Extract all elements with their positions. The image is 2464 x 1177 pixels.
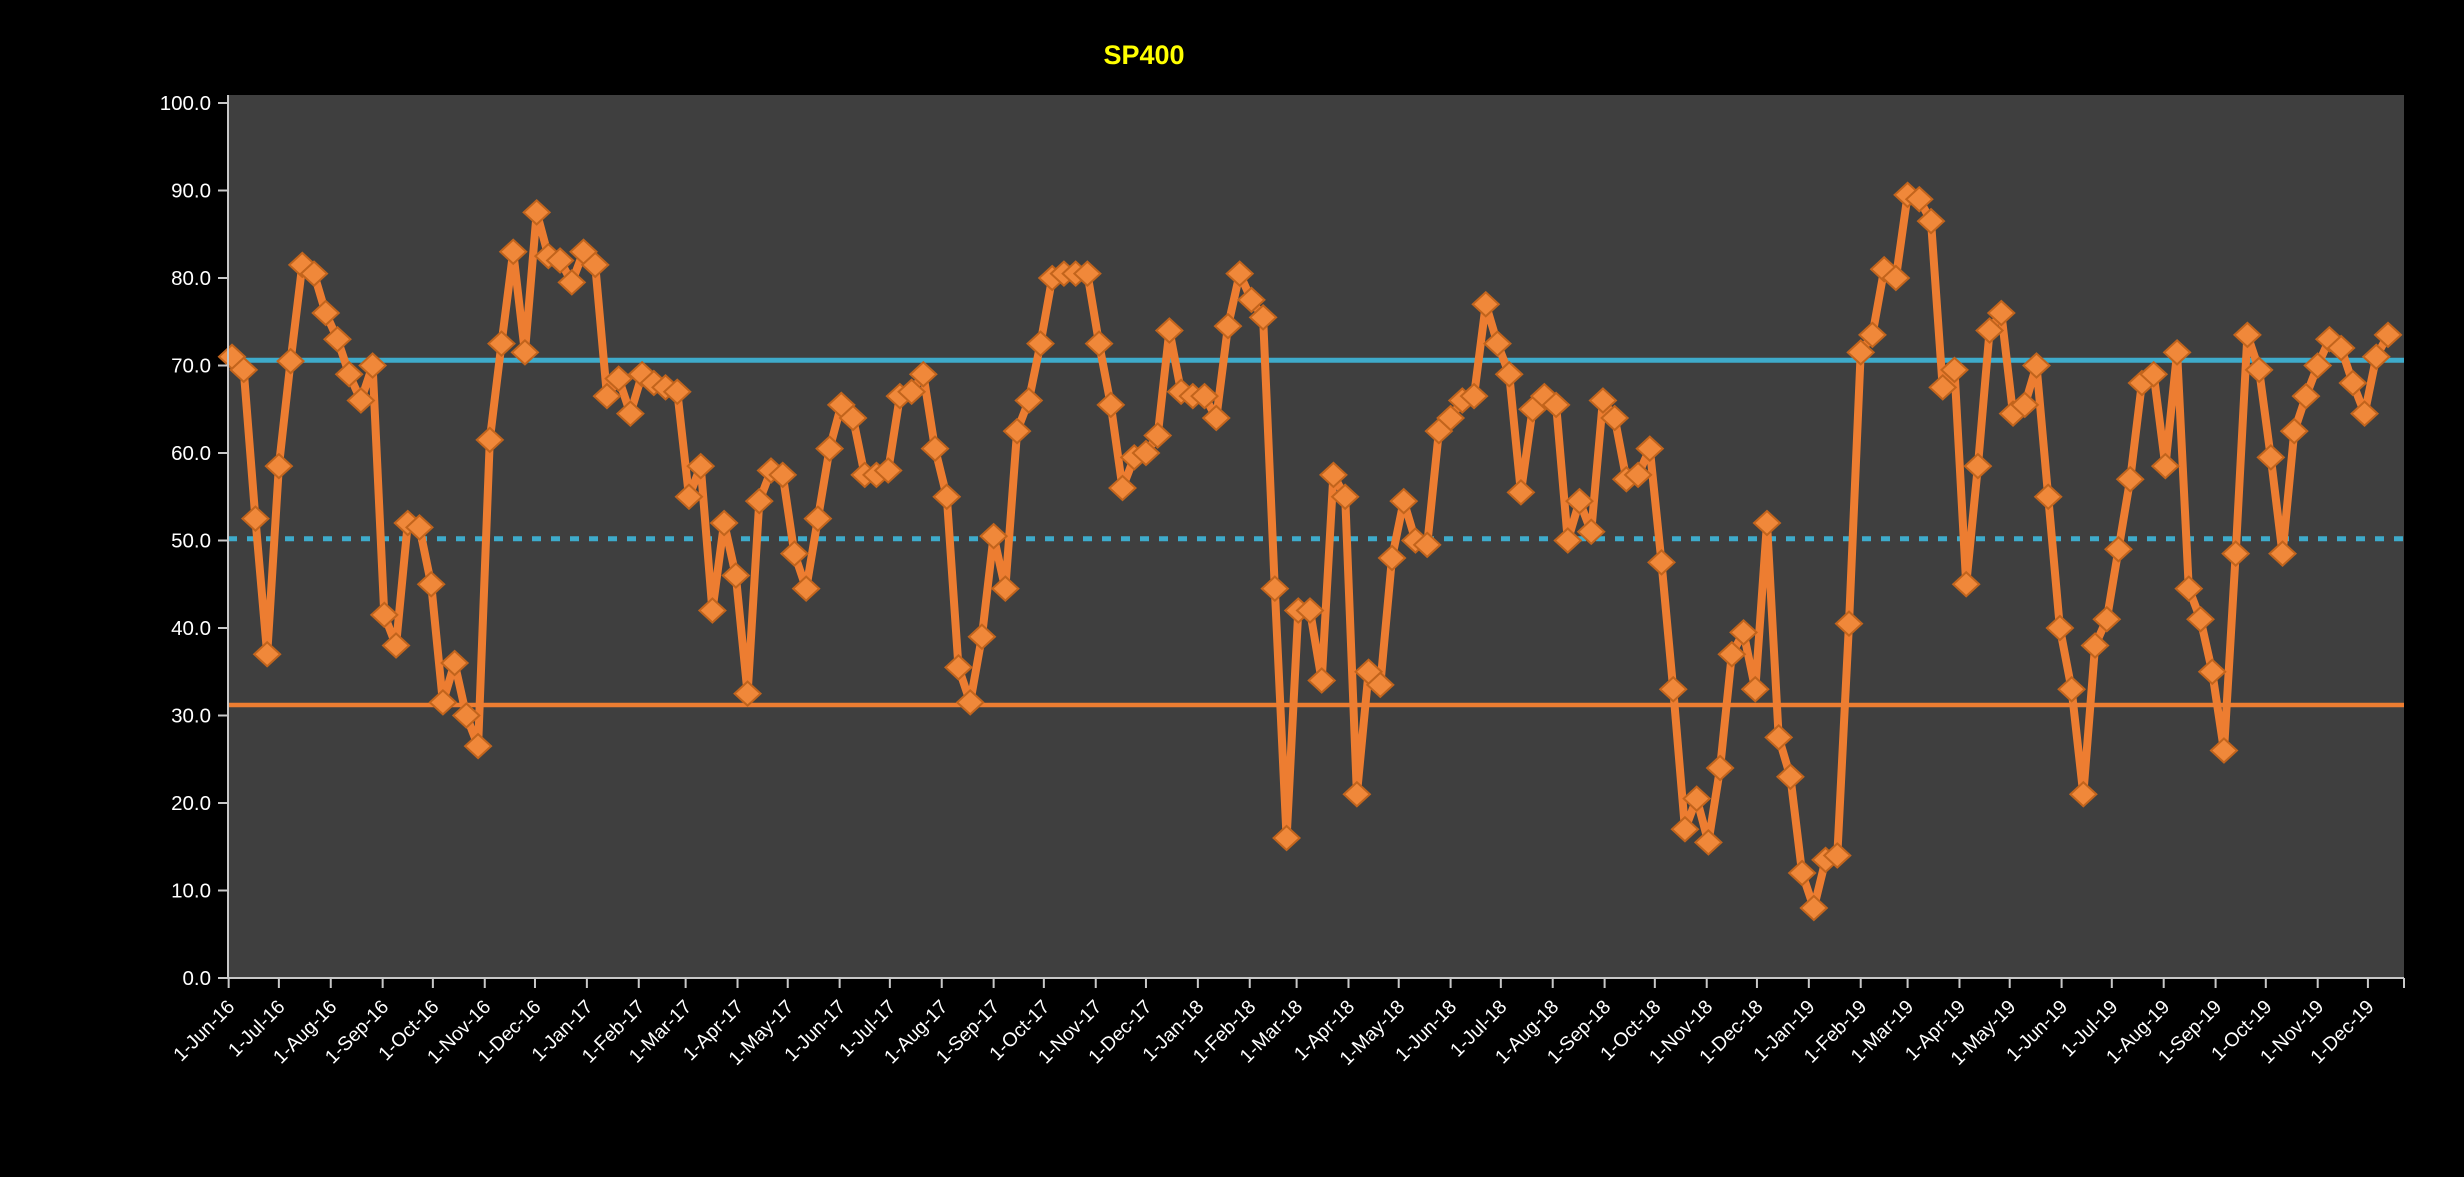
y-tick-label: 100.0 bbox=[160, 92, 211, 115]
y-tick-label: 90.0 bbox=[171, 180, 211, 203]
y-axis: 0.0 10.0 20.0 30.0 40.0 50.0 60.0 70.0 80.0 90.0 1… bbox=[160, 92, 229, 990]
y-tick-label: 30.0 bbox=[171, 705, 211, 728]
y-tick-label: 0.0 bbox=[183, 967, 212, 990]
x-axis: 1-Jun-161-Jul-161-Aug-161-Sep-161-Oct-16… bbox=[169, 977, 2405, 1070]
y-tick-label: 20.0 bbox=[171, 792, 211, 815]
data-series bbox=[217, 181, 2403, 922]
y-tick-label: 60.0 bbox=[171, 442, 211, 465]
y-tick-label: 80.0 bbox=[171, 267, 211, 290]
y-tick-label: 10.0 bbox=[171, 880, 211, 903]
series-markers bbox=[217, 181, 2403, 922]
y-tick-label: 70.0 bbox=[171, 355, 211, 378]
y-tick-label: 40.0 bbox=[171, 617, 211, 640]
y-tick-label: 50.0 bbox=[171, 530, 211, 553]
x-tick-label: 1-Jun-16 bbox=[169, 996, 239, 1066]
chart-title: SP400 bbox=[1103, 40, 1184, 70]
